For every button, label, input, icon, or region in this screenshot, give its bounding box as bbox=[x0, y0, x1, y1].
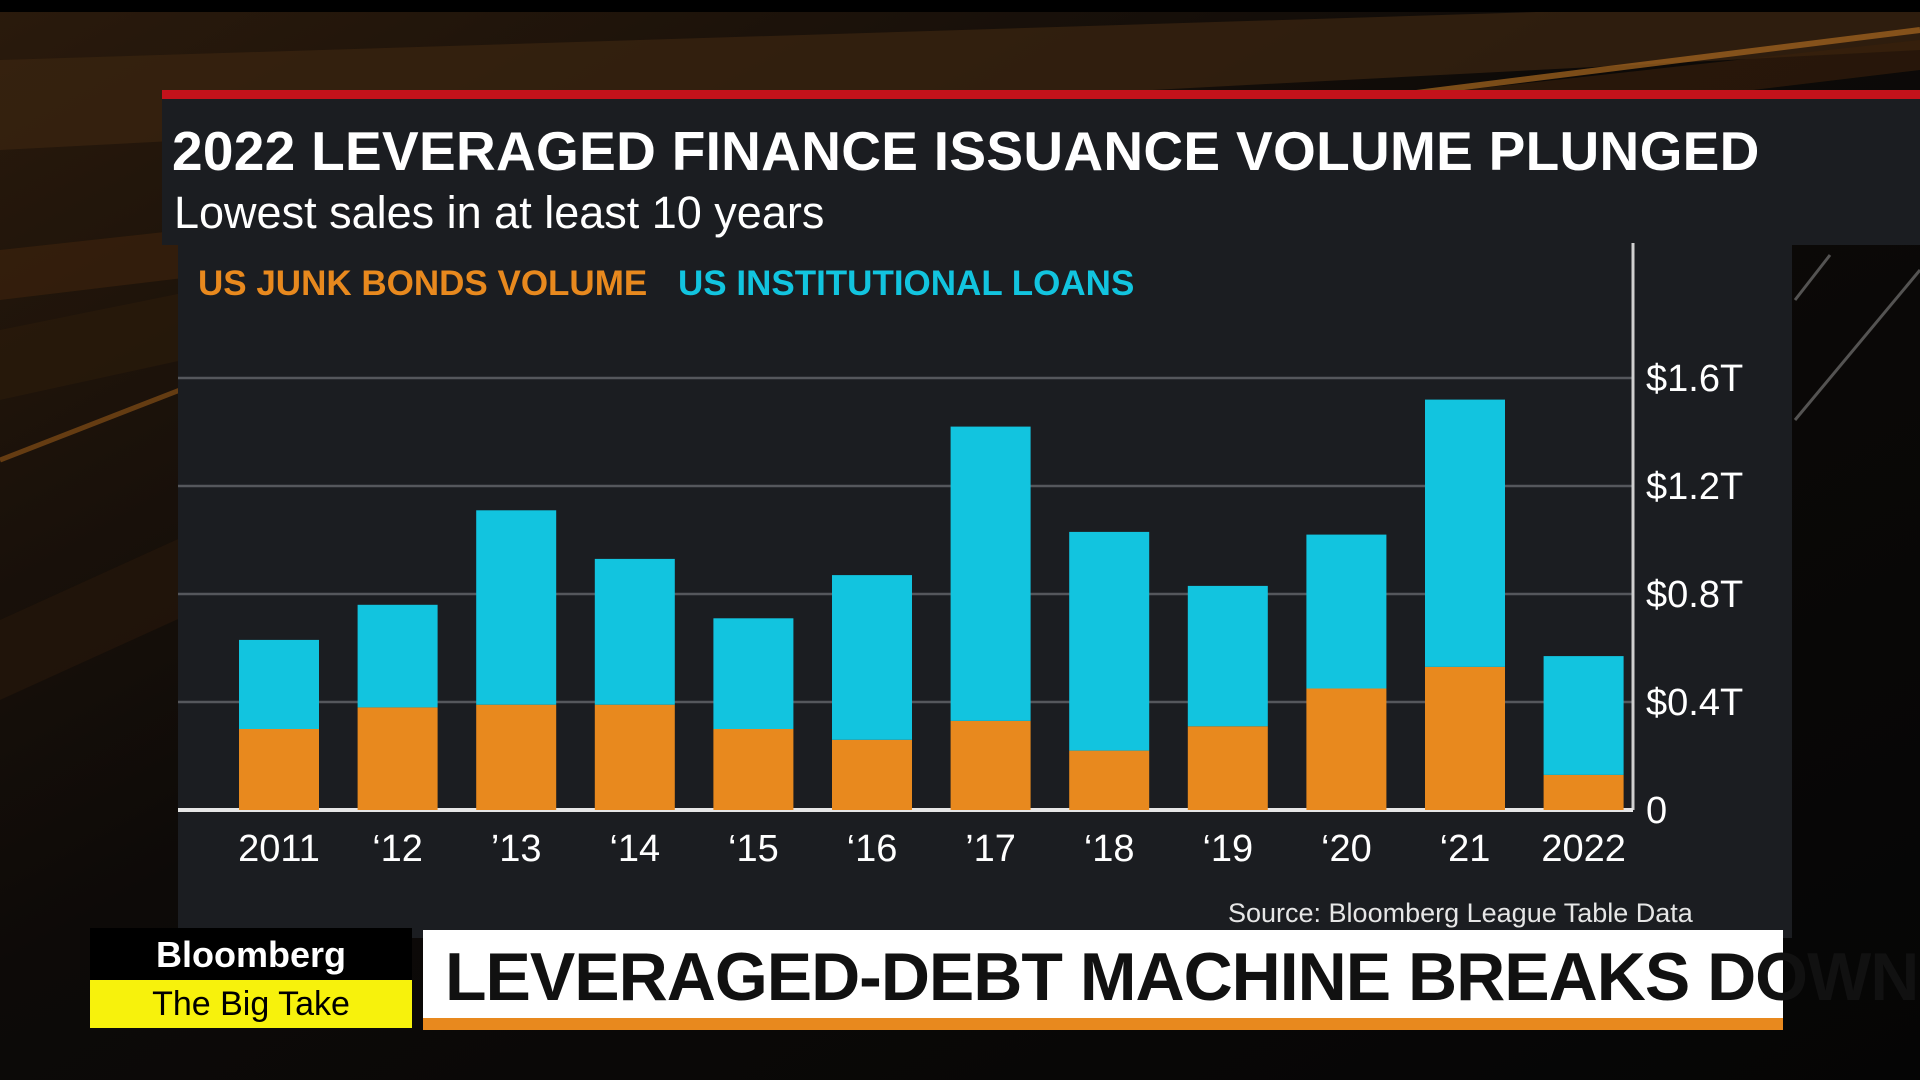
bar-junk-bonds-1 bbox=[357, 707, 438, 810]
y-tick-label: $1.2T bbox=[1646, 466, 1743, 508]
brand-box: Bloomberg The Big Take bbox=[90, 928, 412, 1028]
bar-junk-bonds-4 bbox=[713, 729, 794, 810]
x-tick-label: ‘14 bbox=[609, 828, 660, 870]
bar-junk-bonds-3 bbox=[594, 704, 675, 810]
bar-junk-bonds-11 bbox=[1543, 774, 1624, 810]
x-tick-label: 2011 bbox=[238, 828, 320, 870]
lower-third: LEVERAGED-DEBT MACHINE BREAKS DOWN bbox=[423, 930, 1919, 1030]
bar-institutional-loans-2 bbox=[476, 510, 557, 705]
y-tick-label: $0.8T bbox=[1646, 574, 1743, 616]
bar-junk-bonds-7 bbox=[1069, 750, 1150, 810]
show-name: The Big Take bbox=[90, 980, 412, 1028]
y-tick-label: 0 bbox=[1646, 790, 1667, 832]
bar-institutional-loans-4 bbox=[713, 618, 794, 729]
y-tick-label: $0.4T bbox=[1646, 682, 1743, 724]
bar-institutional-loans-9 bbox=[1306, 534, 1387, 689]
bar-institutional-loans-6 bbox=[950, 426, 1031, 721]
x-tick-label: 2022 bbox=[1541, 828, 1626, 870]
bar-institutional-loans-8 bbox=[1187, 585, 1268, 727]
x-tick-label: ’17 bbox=[965, 828, 1016, 870]
x-tick-label: ’13 bbox=[491, 828, 542, 870]
x-tick-label: ‘19 bbox=[1202, 828, 1253, 870]
legend-institutional-loans: US INSTITUTIONAL LOANS bbox=[678, 264, 1134, 303]
bar-institutional-loans-11 bbox=[1543, 656, 1624, 775]
title-panel: 2022 LEVERAGED FINANCE ISSUANCE VOLUME P… bbox=[162, 90, 1920, 245]
bar-institutional-loans-3 bbox=[594, 558, 675, 705]
top-bar bbox=[0, 0, 1920, 12]
bar-institutional-loans-1 bbox=[357, 604, 438, 708]
bar-institutional-loans-5 bbox=[832, 575, 912, 740]
chart-panel: 0 $0.4T $0.8T $1.2T $1.6T 2011 ‘12 ’13 ‘14 ‘15 ‘16… bbox=[178, 243, 1792, 938]
bar-junk-bonds-5 bbox=[832, 739, 912, 810]
x-tick-label: ‘16 bbox=[847, 828, 898, 870]
network-logo: Bloomberg bbox=[155, 934, 346, 975]
bar-institutional-loans-7 bbox=[1069, 531, 1150, 751]
x-tick-label: ‘20 bbox=[1321, 828, 1372, 870]
bar-institutional-loans-0 bbox=[239, 639, 319, 729]
y-tick-label: $1.6T bbox=[1646, 358, 1743, 400]
x-tick-label: ‘21 bbox=[1440, 828, 1491, 870]
bar-junk-bonds-2 bbox=[476, 704, 557, 810]
source-note: Source: Bloomberg League Table Data bbox=[1228, 898, 1693, 928]
bar-junk-bonds-6 bbox=[950, 720, 1031, 810]
chart-title: 2022 LEVERAGED FINANCE ISSUANCE VOLUME P… bbox=[172, 120, 1760, 182]
x-tick-label: ‘18 bbox=[1084, 828, 1135, 870]
bar-junk-bonds-9 bbox=[1306, 688, 1387, 810]
bar-junk-bonds-10 bbox=[1425, 666, 1505, 810]
stacked-bar-chart: 0 $0.4T $0.8T $1.2T $1.6T 2011 ‘12 ’13 ‘14 ‘15 ‘16… bbox=[178, 243, 1743, 870]
legend-junk-bonds: US JUNK BONDS VOLUME bbox=[198, 264, 647, 303]
chart-subtitle: Lowest sales in at least 10 years bbox=[174, 187, 825, 238]
lower-third-headline: LEVERAGED-DEBT MACHINE BREAKS DOWN bbox=[445, 939, 1919, 1015]
bar-junk-bonds-8 bbox=[1187, 726, 1268, 810]
x-tick-label: ‘15 bbox=[728, 828, 779, 870]
bar-institutional-loans-10 bbox=[1425, 399, 1505, 667]
bar-junk-bonds-0 bbox=[239, 729, 319, 810]
x-tick-label: ‘12 bbox=[372, 828, 423, 870]
